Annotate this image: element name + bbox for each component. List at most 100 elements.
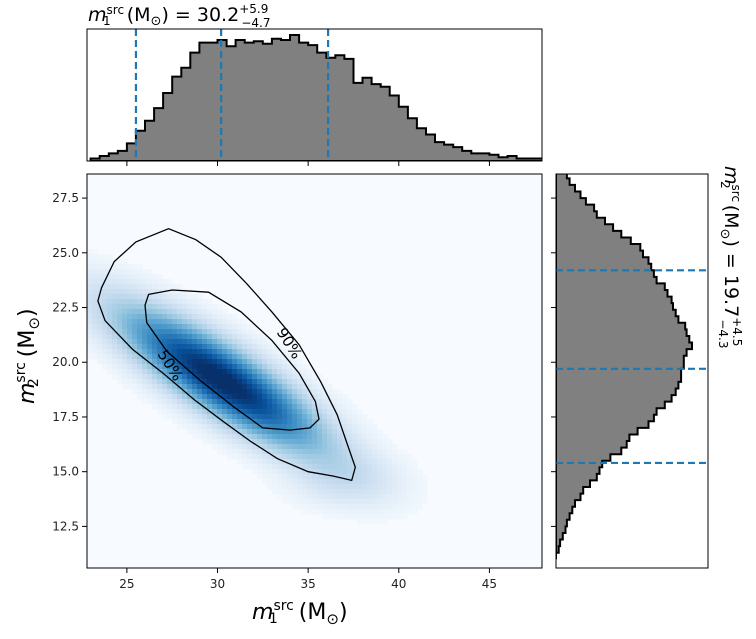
- density-cell: [187, 424, 193, 430]
- density-cell: [387, 504, 393, 510]
- density-cell: [367, 489, 373, 495]
- density-cell: [337, 504, 343, 510]
- density-cell: [262, 379, 268, 385]
- density-cell: [197, 319, 203, 325]
- density-cell: [327, 419, 333, 425]
- density-cell: [387, 514, 393, 520]
- density-cell: [282, 474, 288, 480]
- density-cell: [232, 389, 238, 395]
- density-cell: [102, 329, 108, 335]
- density-cell: [102, 359, 108, 365]
- density-cell: [87, 324, 93, 330]
- density-cell: [232, 444, 238, 450]
- density-cell: [157, 354, 163, 360]
- density-cell: [332, 479, 338, 485]
- density-cell: [127, 264, 133, 270]
- density-cell: [252, 459, 258, 465]
- density-cell: [342, 404, 348, 410]
- density-cell: [187, 394, 193, 400]
- density-cell: [107, 324, 113, 330]
- density-cell: [127, 304, 133, 310]
- density-cell: [377, 464, 383, 470]
- density-cell: [282, 434, 288, 440]
- density-cell: [162, 404, 168, 410]
- density-cell: [127, 379, 133, 385]
- density-cell: [357, 499, 363, 505]
- density-cell: [272, 384, 278, 390]
- density-cell: [202, 434, 208, 440]
- density-cell: [192, 369, 198, 375]
- density-cell: [137, 374, 143, 380]
- density-cell: [407, 494, 413, 500]
- density-cell: [112, 279, 118, 285]
- density-cell: [377, 494, 383, 500]
- density-cell: [367, 474, 373, 480]
- density-cell: [302, 484, 308, 490]
- x-tick-label: 35: [301, 577, 316, 591]
- density-cell: [187, 344, 193, 350]
- density-cell: [332, 454, 338, 460]
- density-cell: [332, 404, 338, 410]
- density-cell: [362, 449, 368, 455]
- density-cell: [332, 419, 338, 425]
- density-cell: [157, 359, 163, 365]
- density-cell: [342, 489, 348, 495]
- density-cell: [357, 409, 363, 415]
- density-cell: [262, 394, 268, 400]
- density-cell: [392, 514, 398, 520]
- density-cell: [122, 259, 128, 265]
- density-cell: [247, 409, 253, 415]
- density-cell: [257, 374, 263, 380]
- density-cell: [307, 474, 313, 480]
- density-cell: [97, 294, 103, 300]
- density-cell: [272, 474, 278, 480]
- density-cell: [172, 409, 178, 415]
- density-cell: [337, 499, 343, 505]
- density-cell: [277, 439, 283, 445]
- density-cell: [192, 294, 198, 300]
- density-cell: [182, 339, 188, 345]
- density-cell: [342, 454, 348, 460]
- density-cell: [407, 464, 413, 470]
- density-cell: [302, 424, 308, 430]
- density-cell: [102, 289, 108, 295]
- y-tick-label: 17.5: [52, 410, 79, 424]
- density-cell: [142, 379, 148, 385]
- density-cell: [277, 454, 283, 460]
- density-cell: [292, 459, 298, 465]
- density-cell: [262, 374, 268, 380]
- density-cell: [112, 309, 118, 315]
- density-cell: [287, 494, 293, 500]
- density-cell: [232, 324, 238, 330]
- density-cell: [292, 419, 298, 425]
- density-cell: [342, 499, 348, 505]
- density-cell: [197, 399, 203, 405]
- density-cell: [157, 384, 163, 390]
- density-cell: [212, 319, 218, 325]
- density-cell: [102, 334, 108, 340]
- density-cell: [252, 449, 258, 455]
- density-cell: [382, 464, 388, 470]
- density-cell: [142, 399, 148, 405]
- density-cell: [262, 434, 268, 440]
- density-cell: [297, 374, 303, 380]
- density-cell: [137, 389, 143, 395]
- density-cell: [362, 519, 368, 525]
- density-cell: [202, 419, 208, 425]
- density-cell: [117, 309, 123, 315]
- density-cell: [302, 394, 308, 400]
- density-cell: [297, 479, 303, 485]
- density-cell: [222, 369, 228, 375]
- density-cell: [122, 269, 128, 275]
- density-cell: [92, 344, 98, 350]
- density-cell: [197, 304, 203, 310]
- density-cell: [137, 329, 143, 335]
- density-cell: [132, 364, 138, 370]
- density-cell: [257, 449, 263, 455]
- density-cell: [242, 414, 248, 420]
- density-cell: [97, 259, 103, 265]
- density-cell: [182, 414, 188, 420]
- density-cell: [112, 349, 118, 355]
- density-cell: [397, 484, 403, 490]
- density-cell: [282, 399, 288, 405]
